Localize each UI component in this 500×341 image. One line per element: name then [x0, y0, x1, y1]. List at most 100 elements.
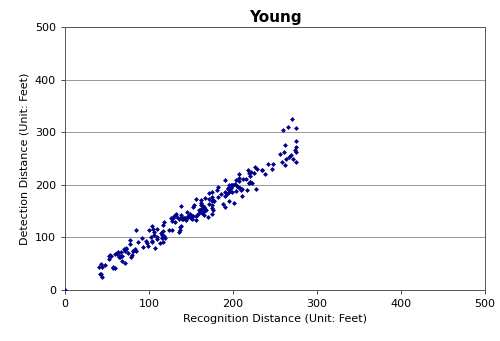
Point	[245, 181, 253, 186]
Point	[168, 227, 176, 233]
Point	[264, 162, 272, 167]
Point	[198, 210, 205, 216]
Point	[182, 216, 190, 221]
Point	[252, 166, 260, 172]
Point	[199, 209, 207, 215]
Point	[244, 167, 252, 173]
Point	[151, 245, 159, 250]
Point	[108, 264, 116, 270]
Point	[134, 240, 142, 245]
Point	[126, 254, 134, 260]
Point	[228, 182, 236, 188]
Point	[97, 272, 105, 277]
Point	[208, 194, 216, 199]
Point	[292, 149, 300, 155]
Point	[160, 220, 168, 225]
Point	[109, 266, 117, 271]
Point	[180, 216, 188, 221]
Point	[118, 258, 126, 264]
Point	[113, 252, 121, 257]
Point	[232, 181, 239, 187]
Point	[225, 190, 233, 195]
Point	[221, 204, 229, 210]
Point	[147, 235, 155, 240]
Point	[171, 219, 179, 224]
Point	[245, 170, 253, 176]
Point	[221, 194, 229, 199]
Point	[288, 116, 296, 122]
Point	[177, 212, 185, 218]
Point	[209, 208, 217, 213]
Point	[120, 247, 128, 252]
Point	[232, 188, 240, 194]
Point	[292, 138, 300, 144]
Point	[188, 213, 196, 219]
Point	[157, 231, 165, 236]
Point	[122, 247, 130, 252]
Point	[268, 166, 276, 172]
Point	[142, 239, 150, 244]
Point	[224, 185, 232, 190]
Point	[153, 236, 161, 242]
Point	[110, 265, 118, 271]
Point	[193, 212, 201, 218]
Point	[208, 206, 216, 211]
Point	[280, 150, 287, 155]
Point	[158, 240, 166, 245]
Point	[168, 215, 176, 221]
Point	[98, 274, 106, 279]
Point	[278, 159, 285, 164]
Point	[176, 227, 184, 233]
Point	[221, 177, 229, 183]
Point	[225, 198, 233, 203]
Y-axis label: Detection Distance (Unit: Feet): Detection Distance (Unit: Feet)	[20, 72, 30, 245]
Point	[159, 222, 167, 228]
Point	[276, 151, 284, 157]
Point	[121, 248, 129, 253]
Point	[128, 248, 136, 253]
Point	[237, 187, 245, 192]
Point	[204, 196, 212, 202]
Point	[138, 244, 146, 250]
Point	[129, 248, 137, 254]
Point	[116, 254, 124, 259]
Point	[238, 176, 246, 181]
Point	[98, 264, 106, 270]
Point	[182, 209, 190, 215]
Point	[216, 191, 224, 196]
Point	[95, 264, 103, 270]
Point	[182, 217, 190, 223]
Point	[248, 170, 256, 175]
Point	[232, 177, 240, 182]
Point	[208, 203, 216, 208]
Point	[196, 202, 204, 208]
Point	[148, 240, 156, 245]
Point	[150, 229, 158, 235]
Point	[288, 156, 296, 162]
Point	[179, 216, 187, 222]
Point	[235, 172, 243, 177]
Point	[269, 161, 277, 166]
Point	[170, 213, 178, 219]
Point	[258, 168, 266, 173]
Point	[114, 255, 122, 260]
Point	[154, 234, 162, 240]
Point	[198, 207, 205, 212]
Point	[192, 218, 200, 223]
Point	[210, 198, 218, 204]
Point	[165, 227, 173, 233]
Point	[132, 228, 140, 233]
Point	[246, 179, 254, 184]
Point	[195, 207, 203, 213]
Point	[199, 206, 207, 211]
Point	[153, 226, 161, 232]
Point	[248, 180, 256, 185]
Point	[236, 186, 244, 191]
Point	[192, 213, 200, 219]
X-axis label: Recognition Distance (Unit: Feet): Recognition Distance (Unit: Feet)	[183, 314, 367, 324]
Point	[205, 190, 213, 195]
Point	[150, 232, 158, 238]
Point	[292, 125, 300, 131]
Point	[158, 228, 166, 234]
Point	[204, 214, 212, 220]
